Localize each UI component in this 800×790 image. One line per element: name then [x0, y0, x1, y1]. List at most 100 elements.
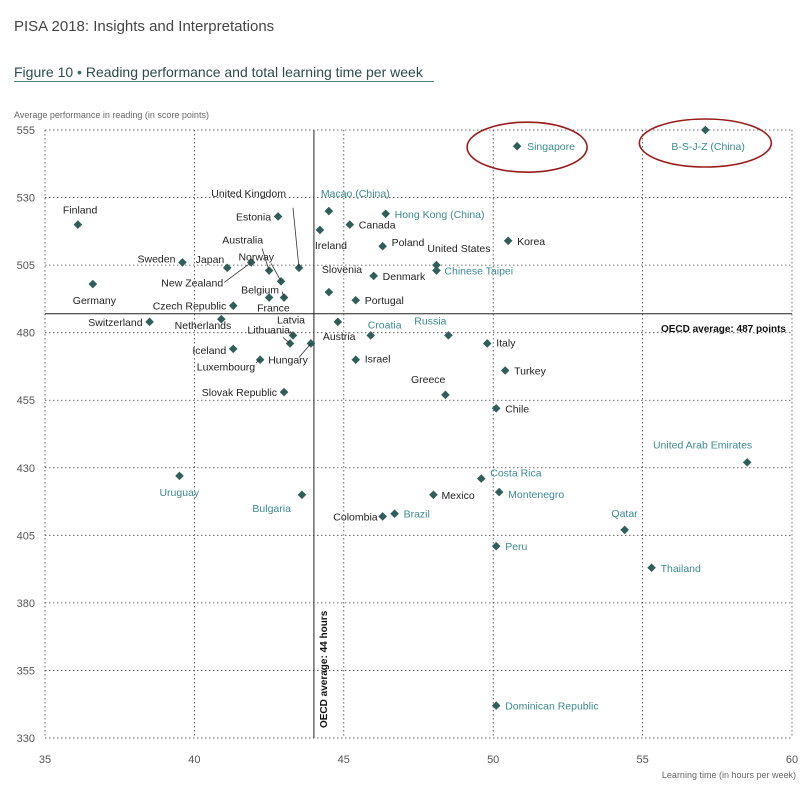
label-hong-kong-china: Hong Kong (China)	[395, 209, 485, 221]
point-russia	[444, 331, 453, 340]
label-belgium: Belgium	[241, 285, 279, 297]
point-montenegro	[494, 487, 504, 497]
label-macao-china: Macao (China)	[321, 188, 390, 200]
y-tick-label: 430	[17, 463, 35, 475]
point-austria	[333, 317, 343, 327]
label-singapore: Singapore	[527, 141, 575, 153]
x-tick-label: 45	[338, 754, 350, 766]
label-japan: Japan	[196, 254, 225, 266]
point-germany	[88, 279, 98, 289]
label-chinese-taipei: Chinese Taipei	[444, 266, 513, 278]
point-mexico	[429, 490, 438, 500]
label-luxembourg: Luxembourg	[197, 362, 256, 374]
leader-united-kingdom	[292, 207, 300, 268]
label-germany: Germany	[73, 295, 117, 307]
label-finland: Finland	[63, 205, 98, 217]
label-uruguay: Uruguay	[159, 487, 199, 499]
label-ireland: Ireland	[315, 240, 347, 252]
figure-title-text: Reading performance and total learning t…	[85, 64, 423, 80]
y-tick-label: 405	[17, 530, 35, 542]
label-croatia: Croatia	[368, 319, 402, 331]
label-latvia: Latvia	[277, 314, 305, 326]
highlight-rings	[466, 118, 773, 174]
leader-luxembourg	[255, 359, 261, 364]
point-canada	[345, 220, 355, 229]
y-tick-label: 480	[17, 328, 35, 340]
point-ireland	[315, 225, 325, 235]
label-qatar: Qatar	[611, 508, 638, 520]
point-iceland	[228, 344, 238, 354]
leader-norway	[270, 263, 282, 282]
point-uruguay	[175, 471, 184, 481]
point-labels: B-S-J-Z (China) Singapore Finland Macao (Ch…	[63, 141, 752, 713]
point-colombia	[378, 512, 387, 521]
point-b-s-j-z-china	[701, 125, 710, 135]
label-dominican-republic: Dominican Republic	[505, 701, 598, 713]
point-slovak-republic	[279, 387, 289, 397]
point-chinese-taipei	[432, 266, 441, 275]
point-dominican-republic	[491, 701, 501, 710]
point-israel	[351, 355, 361, 364]
label-estonia: Estonia	[236, 211, 271, 223]
point-hong-kong-china	[381, 209, 390, 219]
point-greece	[441, 390, 450, 400]
y-tick-label: 380	[17, 598, 35, 610]
figure-bullet: •	[77, 64, 82, 80]
report-header: PISA 2018: Insights and Interpretations	[14, 18, 275, 35]
point-switzerland	[145, 317, 154, 327]
label-hungary: Hungary	[268, 354, 308, 366]
highlight-ring-singapore	[466, 121, 588, 174]
label-new-zealand: New Zealand	[161, 277, 223, 289]
point-netherlands	[216, 314, 226, 324]
point-chile	[491, 404, 501, 413]
y-tick-label: 355	[17, 665, 35, 677]
label-thailand: Thailand	[661, 563, 701, 575]
label-netherlands: Netherlands	[175, 320, 232, 332]
x-tick-label: 35	[39, 754, 51, 766]
label-sweden: Sweden	[137, 253, 175, 265]
x-tick-label: 50	[487, 754, 499, 766]
label-bulgaria: Bulgaria	[252, 503, 291, 515]
label-turkey: Turkey	[514, 365, 546, 377]
point-peru	[491, 541, 501, 551]
label-iceland: Iceland	[192, 345, 226, 357]
label-france: France	[257, 303, 290, 315]
label-denmark: Denmark	[383, 271, 426, 283]
x-tick-label: 60	[786, 754, 798, 766]
label-israel: Israel	[365, 354, 391, 366]
y-axis-label: Average performance in reading (in score…	[14, 110, 209, 120]
point-croatia	[366, 331, 375, 340]
point-united-arab-emirates	[742, 458, 752, 467]
label-russia: Russia	[414, 315, 446, 327]
point-japan	[222, 263, 232, 273]
label-colombia: Colombia	[333, 511, 378, 523]
x-axis-label: Learning time (in hours per week)	[662, 770, 796, 780]
leader-new-zealand	[223, 262, 252, 283]
y-tick-label: 555	[17, 125, 35, 137]
label-portugal: Portugal	[365, 295, 404, 307]
point-thailand	[647, 563, 656, 573]
point-qatar	[620, 525, 629, 535]
label-greece: Greece	[411, 374, 446, 386]
label-norway: Norway	[238, 251, 274, 263]
label-australia: Australia	[222, 235, 263, 247]
oecd-hours-label: OECD average: 44 hours	[319, 610, 330, 728]
point-czech-republic	[228, 301, 238, 310]
leader-latvia	[289, 331, 294, 336]
label-switzerland: Switzerland	[88, 317, 142, 329]
y-tick-label: 530	[17, 193, 35, 205]
point-costa-rica	[476, 474, 486, 483]
figure-title: Figure 10 • Reading performance and tota…	[14, 64, 423, 80]
label-mexico: Mexico	[441, 490, 474, 502]
label-chile: Chile	[505, 403, 529, 415]
label-korea: Korea	[517, 236, 545, 248]
label-lithuania: Lithuania	[247, 324, 290, 336]
axis-ticks: 330 355 380 405 430 455 480 505 530 555 35 40 45 50 55…	[17, 125, 798, 766]
label-b-s-j-z-china: B-S-J-Z (China)	[671, 141, 745, 153]
label-slovak-republic: Slovak Republic	[202, 387, 277, 399]
leader-australia	[261, 248, 270, 271]
point-korea	[503, 236, 513, 246]
label-costa-rica: Costa Rica	[490, 468, 542, 480]
leader-lithuania	[282, 337, 291, 344]
